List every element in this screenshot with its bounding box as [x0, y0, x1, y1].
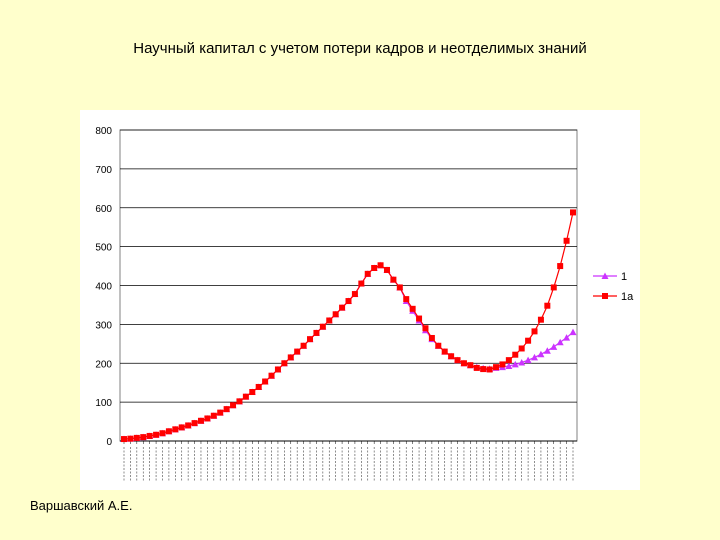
data-point-1а [268, 372, 275, 379]
data-point-1а [518, 345, 525, 352]
data-point-1а [300, 342, 307, 349]
data-point-1а [255, 383, 262, 390]
data-point-1а [307, 336, 314, 343]
data-point-1а [326, 317, 333, 324]
data-point-1а [274, 366, 281, 373]
data-point-1 [556, 338, 564, 346]
data-point-1а [178, 424, 185, 431]
data-point-1а [197, 417, 204, 424]
y-tick-label: 600 [95, 204, 112, 215]
data-point-1а [550, 284, 557, 291]
data-point-1а [537, 316, 544, 323]
data-point-1а [339, 304, 346, 311]
data-point-1а [371, 265, 378, 272]
data-point-1а [396, 284, 403, 291]
data-point-1а [460, 360, 467, 367]
data-point-1а [364, 270, 371, 277]
legend-marker-1а [602, 293, 608, 299]
legend-label-1: 1 [621, 271, 627, 283]
data-point-1а [377, 262, 384, 269]
data-point-1а [422, 325, 429, 332]
data-point-1а [544, 302, 551, 309]
data-point-1а [499, 361, 506, 368]
slide-title: Научный капитал с учетом потери кадров и… [133, 40, 587, 57]
data-point-1а [153, 431, 160, 438]
data-point-1а [512, 351, 519, 358]
data-point-1а [191, 420, 198, 427]
data-point-1а [210, 412, 217, 419]
y-tick-label: 200 [95, 359, 112, 370]
data-point-1а [319, 323, 326, 330]
y-tick-label: 100 [95, 398, 112, 409]
data-point-1а [563, 237, 570, 244]
data-point-1а [409, 305, 416, 312]
data-point-1а [390, 276, 397, 283]
data-point-1а [454, 357, 461, 364]
data-point-1а [473, 364, 480, 371]
data-point-1а [486, 366, 493, 373]
legend-marker-1 [601, 272, 609, 279]
data-point-1 [531, 353, 539, 361]
data-point-1а [185, 422, 192, 429]
y-tick-label: 700 [95, 165, 112, 176]
data-point-1а [172, 426, 179, 433]
data-point-1а [505, 357, 512, 364]
data-point-1 [537, 350, 545, 358]
author-name: Варшавский А.Е. [30, 498, 133, 513]
data-point-1а [403, 296, 410, 303]
data-point-1а [345, 298, 352, 305]
data-point-1 [569, 328, 577, 336]
data-point-1 [505, 362, 513, 369]
data-point-1а [531, 328, 538, 335]
y-tick-label: 300 [95, 320, 112, 331]
y-tick-label: 800 [95, 126, 112, 137]
data-point-1а [127, 435, 134, 442]
data-point-1а [204, 415, 211, 422]
data-point-1а [121, 436, 127, 443]
data-point-1 [518, 358, 526, 366]
data-point-1а [435, 342, 442, 349]
data-point-1а [332, 311, 339, 318]
data-point-1а [383, 266, 390, 273]
data-point-1а [262, 378, 269, 385]
data-point-1а [441, 348, 448, 355]
data-point-1а [467, 362, 474, 369]
data-point-1а [416, 315, 423, 322]
legend-label-1а: 1а [621, 291, 634, 303]
data-point-1а [351, 291, 358, 298]
data-point-1а [428, 334, 435, 341]
y-tick-label: 400 [95, 282, 112, 293]
data-point-1а [236, 398, 243, 405]
data-point-1а [294, 348, 301, 355]
data-point-1а [165, 428, 172, 435]
data-point-1а [242, 393, 249, 400]
data-point-1а [281, 360, 288, 367]
data-point-1а [557, 263, 564, 270]
data-point-1а [159, 430, 166, 437]
data-point-1а [230, 402, 237, 409]
data-point-1а [493, 364, 500, 371]
data-point-1 [511, 360, 519, 368]
data-point-1а [287, 354, 294, 361]
data-point-1а [133, 434, 140, 441]
data-point-1а [223, 406, 230, 413]
data-point-1а [525, 337, 532, 344]
y-tick-label: 0 [106, 437, 112, 448]
y-tick-label: 500 [95, 243, 112, 254]
data-point-1 [524, 356, 532, 364]
data-point-1а [140, 434, 147, 441]
data-point-1а [249, 389, 256, 396]
line-chart: 0 100 200 300 400 500 600 700 800 1 1а [95, 126, 634, 481]
data-point-1а [480, 366, 487, 373]
data-point-1 [550, 343, 558, 350]
data-point-1а [217, 409, 224, 416]
data-point-1а [570, 209, 576, 216]
data-point-1а [146, 432, 153, 439]
data-point-1 [543, 347, 551, 354]
data-point-1а [448, 353, 455, 360]
data-point-1а [313, 329, 320, 336]
data-point-1а [358, 280, 365, 287]
data-point-1 [563, 334, 571, 341]
chart-area: 0 100 200 300 400 500 600 700 800 1 1а [80, 110, 640, 490]
